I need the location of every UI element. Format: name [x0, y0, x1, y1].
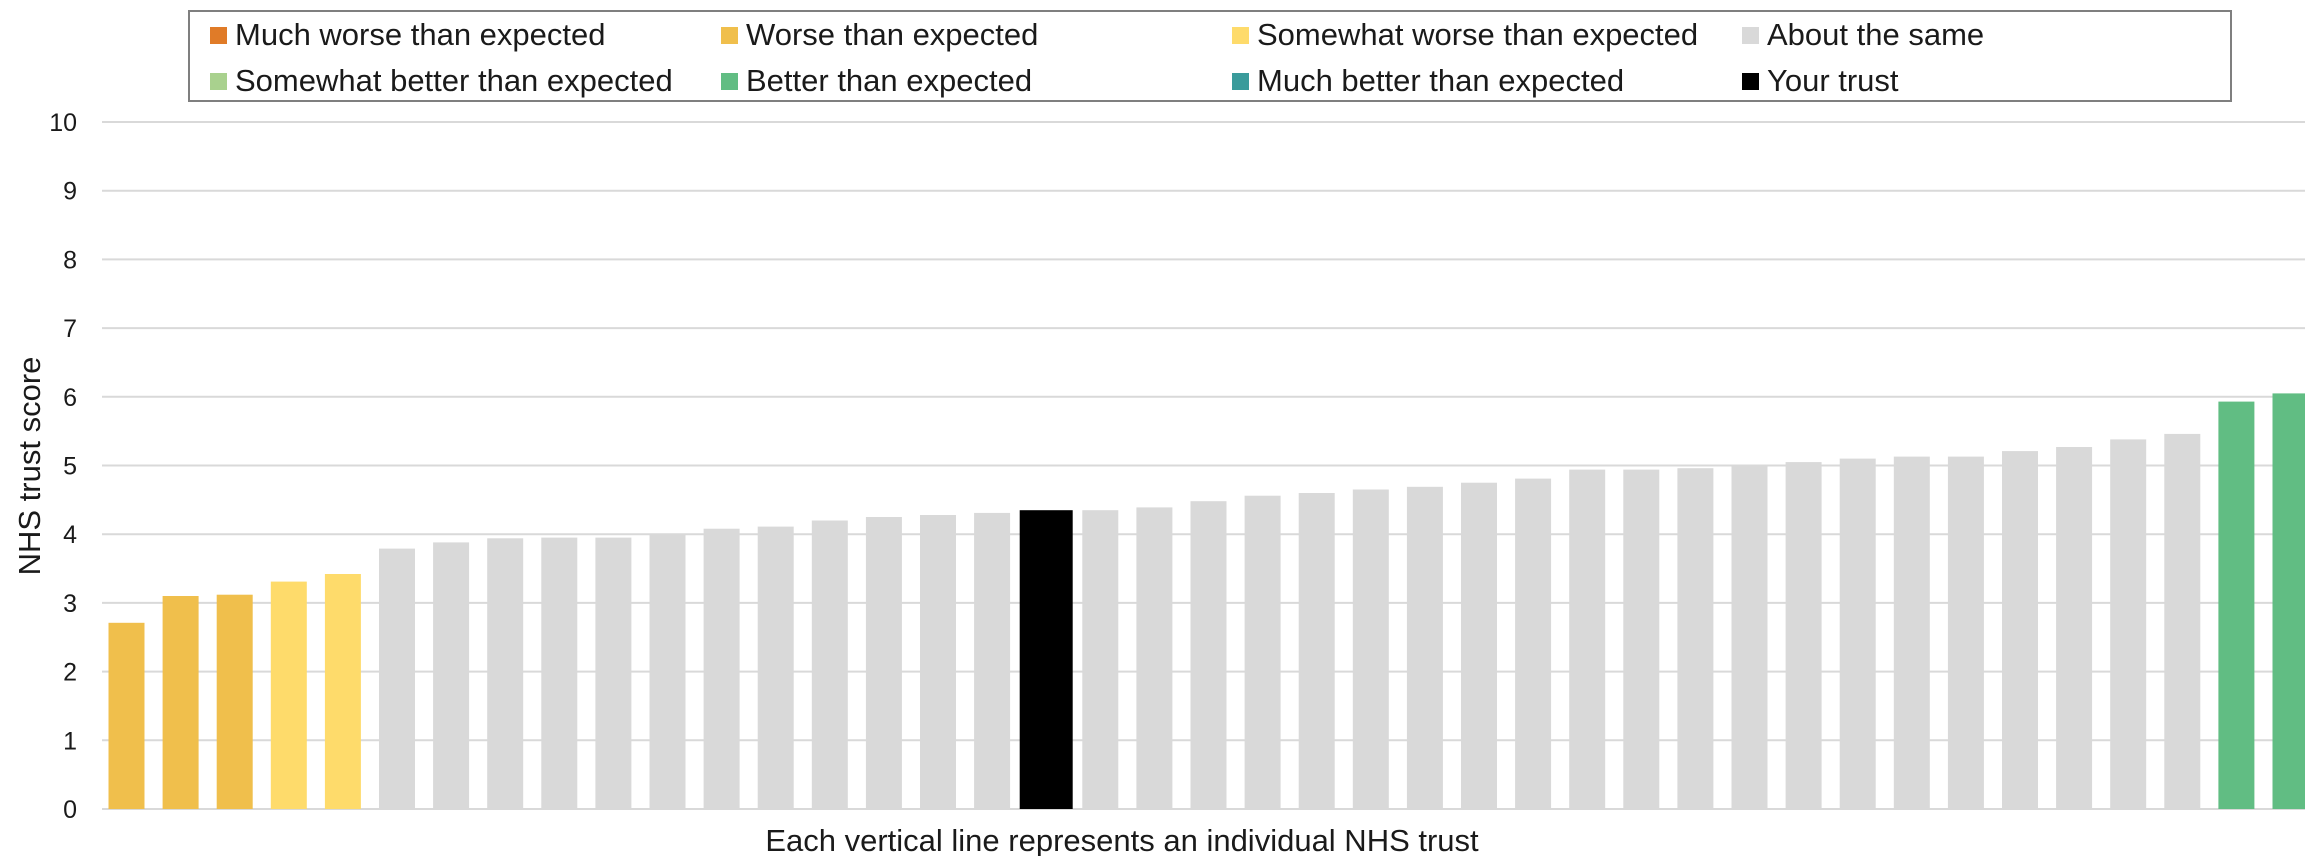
legend-item-better: Better than expected [721, 61, 1032, 101]
legend-item-worse: Worse than expected [721, 15, 1038, 55]
legend-swatch [1742, 26, 1759, 44]
legend-label: Better than expected [746, 63, 1033, 98]
bar-your-trust [1019, 510, 1073, 809]
bar [487, 538, 524, 809]
bar [1136, 507, 1173, 809]
legend-label: Somewhat worse than expected [1257, 17, 1699, 52]
bar [703, 528, 740, 809]
bar [757, 526, 794, 809]
legend-swatch [721, 72, 738, 90]
bar [1461, 482, 1497, 809]
bar [920, 515, 956, 809]
legend-label: Your trust [1767, 63, 1899, 98]
bar [1406, 486, 1443, 809]
legend-swatch [210, 26, 227, 44]
bar [1785, 462, 1822, 809]
bar [108, 622, 145, 809]
bar [1190, 501, 1227, 809]
legend-label: Somewhat better than expected [235, 63, 673, 98]
y-axis-ticks: 0 1 2 3 4 5 6 7 8 9 10 [49, 109, 77, 824]
bar [324, 574, 361, 809]
bar [1082, 510, 1119, 809]
y-tick-label: 5 [63, 453, 77, 481]
bar [1244, 495, 1281, 809]
bar [433, 542, 470, 809]
y-tick-label: 6 [63, 384, 77, 412]
legend-swatch [1742, 72, 1759, 90]
y-tick-label: 8 [63, 246, 77, 274]
bar [2002, 451, 2038, 809]
legend-label: About the same [1767, 17, 1985, 52]
bar [216, 594, 253, 809]
y-tick-label: 10 [49, 109, 77, 137]
legend-swatch [1232, 26, 1249, 44]
legend-item-your-trust: Your trust [1742, 61, 1899, 101]
bar [2164, 433, 2201, 809]
bar [649, 534, 686, 809]
bars [108, 393, 2305, 809]
bar [379, 548, 415, 809]
y-tick-label: 4 [63, 521, 77, 549]
bar [2218, 401, 2255, 809]
bar [1623, 469, 1660, 809]
bar [1352, 489, 1389, 809]
y-tick-label: 9 [63, 178, 77, 206]
bar [811, 520, 848, 809]
x-axis-title: Each vertical line represents an individ… [765, 823, 1479, 856]
bar [1298, 493, 1335, 809]
bar [1947, 456, 1984, 809]
y-tick-label: 7 [63, 315, 77, 343]
legend-swatch [210, 72, 227, 90]
bar [270, 581, 307, 809]
legend-label: Much worse than expected [235, 17, 606, 52]
bar [1839, 458, 1876, 809]
y-tick-label: 1 [63, 727, 77, 755]
y-tick-label: 3 [63, 590, 77, 618]
y-tick-label: 0 [63, 796, 77, 824]
legend-item-somewhat-worse: Somewhat worse than expected [1232, 15, 1698, 55]
legend-label: Much better than expected [1257, 63, 1625, 98]
legend-item-much-worse: Much worse than expected [210, 15, 606, 55]
legend-item-much-better: Much better than expected [1232, 61, 1624, 101]
bar [1515, 478, 1552, 809]
bar [2110, 439, 2147, 809]
chart-legend: Much worse than expected Worse than expec… [188, 10, 2232, 102]
legend-swatch [1232, 72, 1249, 90]
legend-item-same: About the same [1742, 15, 1984, 55]
y-axis-title: NHS trust score [12, 357, 47, 576]
bar [595, 537, 632, 809]
bar [2272, 393, 2305, 809]
bar [541, 537, 578, 809]
bar [1731, 466, 1768, 809]
legend-item-somewhat-better: Somewhat better than expected [210, 61, 673, 101]
bar [2056, 447, 2093, 809]
bar [865, 517, 902, 809]
y-tick-label: 2 [63, 659, 77, 687]
bar [1677, 468, 1714, 809]
legend-swatch [721, 26, 738, 44]
bar [1569, 469, 1606, 809]
bar [1893, 456, 1930, 809]
legend-label: Worse than expected [746, 17, 1039, 52]
bar [162, 596, 199, 809]
bar [974, 512, 1011, 809]
